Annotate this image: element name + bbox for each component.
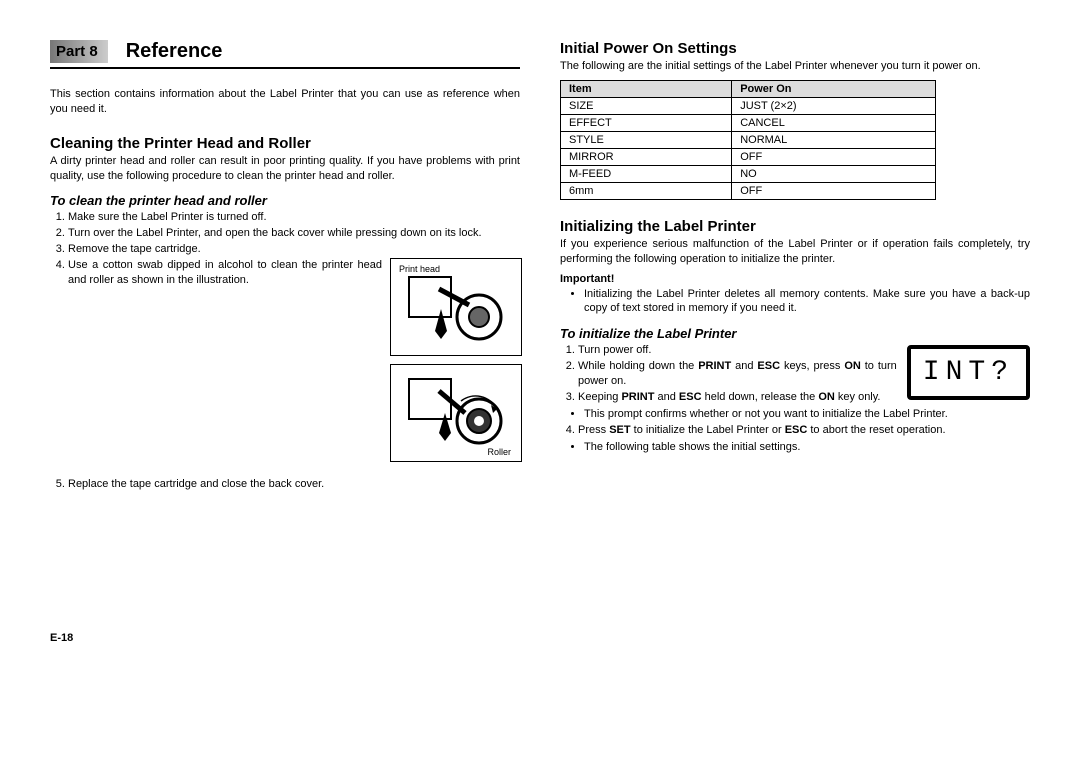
init-bullet-4: The following table shows the initial se… xyxy=(566,440,1030,455)
important-list: Initializing the Label Printer deletes a… xyxy=(566,287,1030,317)
init-heading: Initializing the Label Printer xyxy=(560,218,1030,235)
table-row: SIZEJUST (2×2) xyxy=(561,97,936,114)
init-bullet-3-item: This prompt confirms whether or not you … xyxy=(584,407,1030,422)
illustration-roller: Roller xyxy=(390,364,522,462)
step-4: Print head xyxy=(68,258,520,476)
illus-label-top: Print head xyxy=(399,263,440,275)
part-header: Part 8 Reference xyxy=(50,40,520,69)
power-on-heading: Initial Power On Settings xyxy=(560,40,1030,57)
step-4-text: Use a cotton swab dipped in alcohol to c… xyxy=(68,258,382,288)
th-poweron: Power On xyxy=(732,80,936,97)
table-row: M-FEEDNO xyxy=(561,165,936,182)
table-row: 6mmOFF xyxy=(561,182,936,199)
important-label: Important! xyxy=(560,273,1030,285)
left-column: Part 8 Reference This section contains i… xyxy=(50,40,520,644)
init-steps-block: INT? Turn power off. While holding down … xyxy=(560,343,1030,457)
init-step-4: Press SET to initialize the Label Printe… xyxy=(578,423,1030,438)
table-row: EFFECTCANCEL xyxy=(561,114,936,131)
init-steps-cont: Press SET to initialize the Label Printe… xyxy=(560,423,1030,438)
part-badge: Part 8 xyxy=(50,40,108,63)
init-intro: If you experience serious malfunction of… xyxy=(560,237,1030,267)
part-title: Reference xyxy=(126,40,223,63)
page-footer: E-18 xyxy=(50,632,520,644)
table-row: MIRROROFF xyxy=(561,148,936,165)
settings-table: Item Power On SIZEJUST (2×2) EFFECTCANCE… xyxy=(560,80,936,200)
step-1: Make sure the Label Printer is turned of… xyxy=(68,210,520,225)
init-subheading: To initialize the Label Printer xyxy=(560,326,1030,341)
table-row: STYLENORMAL xyxy=(561,131,936,148)
cleaning-heading: Cleaning the Printer Head and Roller xyxy=(50,135,520,152)
cleaning-intro: A dirty printer head and roller can resu… xyxy=(50,154,520,184)
right-column: Initial Power On Settings The following … xyxy=(560,40,1030,644)
table-header-row: Item Power On xyxy=(561,80,936,97)
init-bullet-3: This prompt confirms whether or not you … xyxy=(566,407,1030,422)
illustration-group: Print head xyxy=(390,258,520,470)
cleaning-subheading: To clean the printer head and roller xyxy=(50,193,520,208)
important-bullet: Initializing the Label Printer deletes a… xyxy=(584,287,1030,317)
lcd-display: INT? xyxy=(907,345,1030,400)
step-3: Remove the tape cartridge. xyxy=(68,242,520,257)
step-5: Replace the tape cartridge and close the… xyxy=(68,477,520,492)
page-content: Part 8 Reference This section contains i… xyxy=(50,40,1030,644)
power-on-intro: The following are the initial settings o… xyxy=(560,59,1030,74)
th-item: Item xyxy=(561,80,732,97)
section-intro: This section contains information about … xyxy=(50,87,520,117)
illus-label-bottom: Roller xyxy=(487,446,511,458)
cleaning-steps: Make sure the Label Printer is turned of… xyxy=(50,210,520,491)
init-bullet-4-item: The following table shows the initial se… xyxy=(584,440,1030,455)
step-2: Turn over the Label Printer, and open th… xyxy=(68,226,520,241)
illustration-print-head: Print head xyxy=(390,258,522,356)
